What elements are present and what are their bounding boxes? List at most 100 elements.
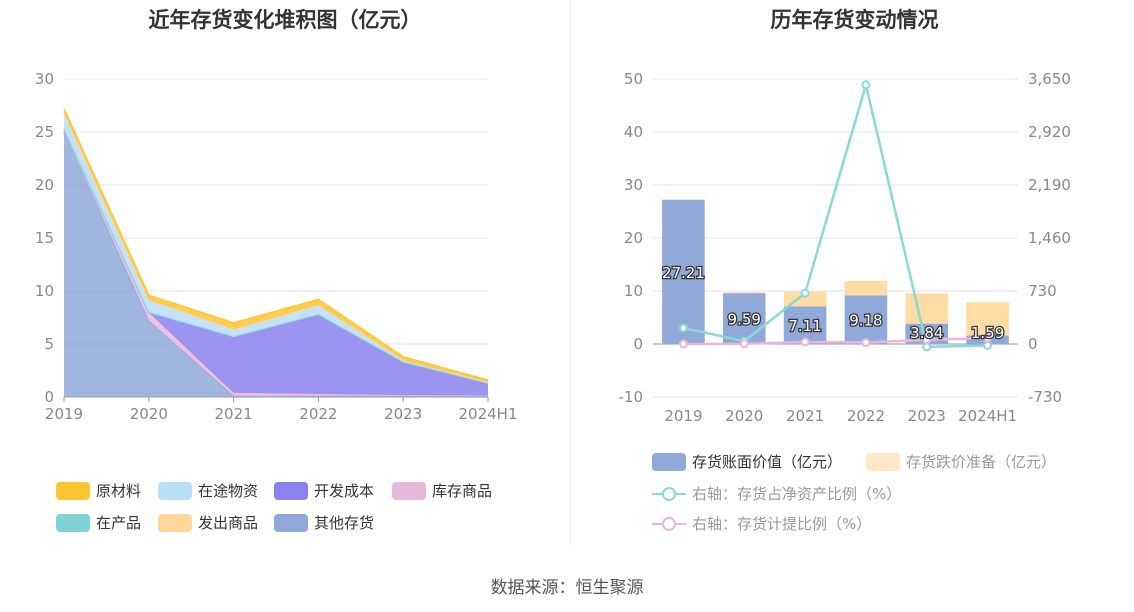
data-source-note: 数据来源：恒生聚源 bbox=[490, 578, 644, 598]
x-tick-label: 2021 bbox=[786, 407, 824, 425]
legend-item[interactable]: 开发成本 bbox=[274, 480, 374, 501]
line-point bbox=[922, 342, 932, 352]
x-tick-label: 2019 bbox=[45, 405, 83, 423]
x-tick-label: 2020 bbox=[725, 407, 763, 425]
bar-value-label: 9.18 bbox=[849, 312, 882, 330]
y-tick-label: 5 bbox=[44, 335, 54, 353]
legend-label: 存货跌价准备（亿元） bbox=[906, 453, 1057, 471]
left-chart-title: 近年存货变化堆积图（亿元） bbox=[148, 8, 422, 32]
bar-value-label: 7.11 bbox=[788, 317, 821, 335]
legend-item[interactable]: 原材料 bbox=[56, 480, 141, 501]
stacked-area-chart: 0 5 10 15 20 25 30 2019 2020 2021 2022 2023 2024H1 bbox=[35, 70, 518, 423]
line-point bbox=[678, 339, 688, 349]
legend-label: 开发成本 bbox=[314, 482, 375, 500]
legend-label: 发出商品 bbox=[198, 514, 259, 532]
legend-label: 库存商品 bbox=[432, 482, 493, 500]
line-point bbox=[861, 338, 871, 348]
legend-swatch bbox=[392, 481, 426, 500]
legend-item[interactable]: 右轴：存货占净资产比例（%） bbox=[652, 483, 901, 504]
y-tick-label: 10 bbox=[35, 282, 54, 300]
legend-swatch bbox=[158, 481, 192, 500]
legend-item[interactable]: 存货跌价准备（亿元） bbox=[866, 451, 1056, 472]
area-其他存货 bbox=[64, 132, 488, 397]
y-tick-label: 20 bbox=[624, 229, 643, 247]
legend-swatch bbox=[274, 481, 308, 500]
legend-marker bbox=[662, 516, 676, 531]
legend-item[interactable]: 发出商品 bbox=[158, 512, 258, 533]
y2-tick-label: 0 bbox=[1028, 335, 1038, 353]
line-右轴：存货占净资产比例（%） bbox=[683, 79, 988, 349]
line-point bbox=[922, 335, 932, 345]
y2-tick-label: 730 bbox=[1028, 282, 1057, 300]
legend-item[interactable]: 库存商品 bbox=[392, 480, 492, 501]
legend-label: 右轴：存货计提比例（%） bbox=[692, 515, 872, 533]
legend-swatch bbox=[274, 513, 308, 532]
bar-存货跌价准备（亿元） bbox=[966, 302, 1009, 336]
line-point bbox=[983, 333, 993, 343]
x-tick-label: 2022 bbox=[847, 407, 885, 425]
legend-swatch bbox=[56, 513, 90, 532]
legend-item[interactable]: 右轴：存货计提比例（%） bbox=[652, 513, 871, 534]
y-tick-label: 10 bbox=[624, 282, 643, 300]
legend-swatch bbox=[56, 481, 90, 500]
x-tick-label: 2020 bbox=[130, 405, 168, 423]
bar-value-label: 9.59 bbox=[728, 311, 761, 329]
y-tick-label: 40 bbox=[624, 123, 643, 141]
legend-label: 存货账面价值（亿元） bbox=[692, 453, 843, 471]
area-在途物资 bbox=[64, 112, 488, 384]
x-tick-label: 2024H1 bbox=[958, 407, 1017, 425]
x-tick-label: 2023 bbox=[384, 405, 422, 423]
area-开发成本 bbox=[64, 128, 488, 396]
x-tick-label: 2023 bbox=[908, 407, 946, 425]
legend-item[interactable]: 在产品 bbox=[56, 512, 141, 533]
y-tick-label: 30 bbox=[624, 176, 643, 194]
legend-item[interactable]: 其他存货 bbox=[274, 512, 374, 533]
y-tick-label: 0 bbox=[44, 388, 54, 406]
y2-tick-label: -730 bbox=[1028, 388, 1062, 406]
legend-label: 右轴：存货占净资产比例（%） bbox=[692, 485, 902, 503]
line-point bbox=[800, 337, 810, 347]
area-edge-原材料 bbox=[63, 108, 489, 381]
y2-tick-label: 1,460 bbox=[1028, 229, 1071, 247]
legend-swatch bbox=[158, 513, 192, 532]
line-point bbox=[983, 340, 993, 350]
bar-value-label: 1.59 bbox=[971, 324, 1004, 342]
legend-label: 在途物资 bbox=[198, 482, 259, 500]
legend-item[interactable]: 存货账面价值（亿元） bbox=[652, 451, 842, 472]
bar-存货跌价准备（亿元） bbox=[844, 281, 888, 296]
y2-tick-label: 2,920 bbox=[1028, 123, 1071, 141]
x-tick-label: 2021 bbox=[215, 405, 253, 423]
legend-item[interactable]: 在途物资 bbox=[158, 480, 258, 501]
legend-marker bbox=[662, 486, 676, 501]
line-point bbox=[739, 339, 749, 349]
bar-存货跌价准备（亿元） bbox=[905, 293, 949, 324]
line-point bbox=[861, 80, 871, 90]
bar-存货账面价值（亿元） bbox=[662, 199, 705, 344]
legend-label: 原材料 bbox=[96, 482, 142, 500]
legend-swatch bbox=[652, 515, 686, 533]
bar-存货账面价值（亿元） bbox=[844, 295, 888, 344]
legend-swatch bbox=[652, 485, 686, 503]
panel-divider bbox=[570, 0, 571, 545]
bar-存货跌价准备（亿元） bbox=[722, 292, 766, 294]
y-tick-label: 30 bbox=[35, 70, 54, 88]
line-point bbox=[800, 288, 810, 298]
legend-label: 其他存货 bbox=[314, 514, 375, 532]
y-tick-label: 25 bbox=[35, 123, 54, 141]
y2-tick-label: 2,190 bbox=[1028, 176, 1071, 194]
y-tick-label: 0 bbox=[633, 335, 643, 353]
y-tick-label: 50 bbox=[624, 70, 643, 88]
y-tick-label: 15 bbox=[35, 229, 54, 247]
line-point bbox=[678, 323, 688, 333]
legend-label: 在产品 bbox=[96, 514, 142, 532]
x-tick-label: 2019 bbox=[664, 407, 702, 425]
y-tick-label: 20 bbox=[35, 176, 54, 194]
x-tick-label: 2024H1 bbox=[459, 405, 518, 423]
y-tick-label: -10 bbox=[619, 388, 644, 406]
x-tick-label: 2022 bbox=[299, 405, 337, 423]
legend-swatch bbox=[866, 452, 900, 471]
y2-tick-label: 3,650 bbox=[1028, 70, 1071, 88]
bar-value-label: 27.21 bbox=[662, 264, 705, 282]
right-chart-title: 历年存货变动情况 bbox=[770, 8, 939, 32]
line-右轴：存货计提比例（%） bbox=[683, 336, 988, 346]
